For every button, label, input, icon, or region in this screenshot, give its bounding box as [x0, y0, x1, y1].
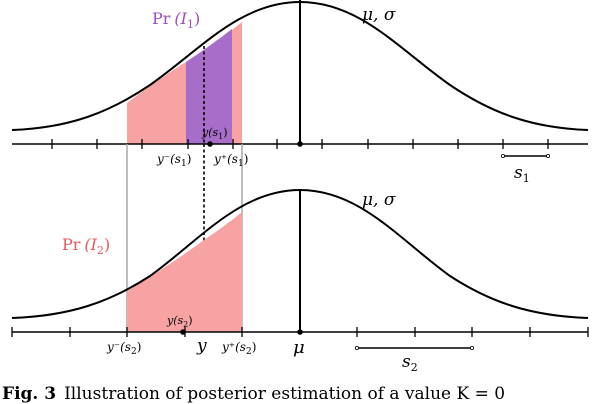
top-y-plus-label: y⁺(s1) [213, 152, 248, 169]
bottom-region-label: Pr (I2) [62, 235, 110, 257]
top-y-minus-label: y⁻(s1) [156, 152, 191, 169]
bottom-y-point-dot [180, 329, 186, 335]
bottom-scale-end-right [469, 345, 474, 350]
top-mean-dot [297, 141, 303, 147]
bottom-red-region [127, 212, 242, 332]
bottom-y-label: y [196, 336, 207, 356]
top-scale-end-left [500, 153, 505, 158]
top-panel [11, 0, 589, 158]
bottom-panel [11, 188, 589, 350]
top-scale-label: s1 [514, 163, 530, 185]
bottom-mean-dot [297, 329, 303, 335]
top-purple-region [186, 29, 232, 144]
bottom-y-minus-label: y⁻(s2) [106, 340, 141, 357]
figure-caption: Fig. 3 Illustration of posterior estimati… [2, 384, 505, 404]
bottom-ticks [11, 327, 589, 337]
top-y-point-label: y(s1) [201, 126, 228, 141]
bottom-scale-end-left [354, 345, 359, 350]
top-ticks [51, 139, 549, 149]
bottom-mu-label: μ [293, 337, 305, 358]
top-region-label: Pr (I1) [152, 9, 200, 31]
bottom-y-plus-label: y⁺(s2) [221, 340, 256, 357]
top-scale-end-right [546, 153, 551, 158]
bottom-scale-label: s2 [402, 352, 418, 374]
bottom-y-point-label: y(s2) [166, 314, 193, 329]
top-y-point-dot [207, 141, 213, 147]
bottom-curve-params: μ, σ [362, 190, 396, 210]
top-curve-params: μ, σ [362, 5, 396, 25]
